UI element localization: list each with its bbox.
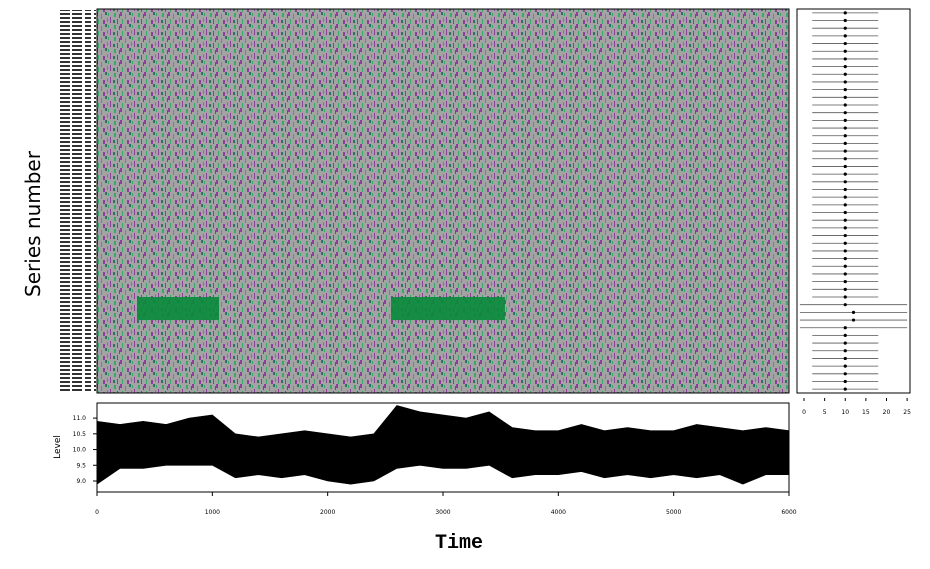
series-labels xyxy=(60,10,96,392)
x-tick-label: 10 xyxy=(841,409,849,416)
center-dot xyxy=(843,11,847,15)
center-dot xyxy=(843,379,847,384)
y-tick-label: 9.5 xyxy=(76,462,86,469)
side-frame xyxy=(796,8,911,394)
heatmap-texture xyxy=(97,9,789,393)
y-tick-label: 9.0 xyxy=(76,478,86,485)
center-dot xyxy=(843,134,847,138)
center-dot xyxy=(843,26,847,30)
x-tick-label: 4000 xyxy=(551,509,566,516)
x-tick-label: 25 xyxy=(903,409,911,416)
center-dot xyxy=(851,310,856,314)
center-dot xyxy=(843,157,847,161)
x-tick-label: 5000 xyxy=(666,509,681,516)
center-dot xyxy=(843,111,847,115)
center-dot xyxy=(843,295,847,299)
center-dot xyxy=(843,126,847,130)
center-dot xyxy=(843,210,847,215)
center-dot xyxy=(851,318,856,322)
x-tick-label: 1000 xyxy=(205,509,220,516)
center-dot xyxy=(843,80,847,84)
center-dot xyxy=(843,65,847,69)
center-dot xyxy=(843,218,847,222)
segment xyxy=(137,297,220,321)
x-tick-label: 0 xyxy=(95,509,99,516)
center-dot xyxy=(843,118,847,122)
center-dot xyxy=(843,372,847,376)
center-dot xyxy=(843,226,847,230)
x-tick-label: 15 xyxy=(862,409,870,416)
center-dot xyxy=(843,187,847,192)
center-dot xyxy=(843,103,847,107)
y-tick-label: 11.0 xyxy=(73,415,87,422)
center-dot xyxy=(843,141,847,145)
center-dot xyxy=(843,180,847,184)
center-dot xyxy=(843,257,847,261)
center-dot xyxy=(843,195,847,199)
center-dot xyxy=(843,164,847,169)
center-dot xyxy=(843,341,847,345)
center-dot xyxy=(843,356,847,361)
x-tick-label: 0 xyxy=(802,409,806,416)
x-tick-label: 2000 xyxy=(320,509,335,516)
center-dot xyxy=(843,272,847,276)
center-dot xyxy=(843,57,847,61)
center-dot xyxy=(843,233,847,238)
x-axis-title: Time xyxy=(435,532,483,555)
y-tick-label: 10.0 xyxy=(73,447,87,454)
center-dot xyxy=(843,364,847,368)
center-dot xyxy=(843,88,847,92)
x-tick-label: 5 xyxy=(823,409,827,416)
x-tick-label: 3000 xyxy=(435,509,450,516)
segment xyxy=(390,297,505,321)
center-dot xyxy=(843,241,847,245)
center-dot xyxy=(843,249,847,253)
center-dot xyxy=(843,149,847,153)
center-dot xyxy=(843,387,847,391)
heatmap-frame xyxy=(96,8,790,394)
center-dot xyxy=(843,287,847,291)
center-dot xyxy=(843,264,847,268)
y-tick-label: 10.5 xyxy=(73,431,87,438)
center-dot xyxy=(843,49,847,53)
x-tick-label: 6000 xyxy=(781,509,796,516)
center-dot xyxy=(843,95,847,99)
center-dot xyxy=(843,280,847,284)
center-dot xyxy=(843,203,847,207)
center-dot xyxy=(843,18,847,23)
level-axis-title: Level xyxy=(53,435,63,459)
center-dot xyxy=(843,41,847,46)
x-tick-label: 20 xyxy=(883,409,891,416)
center-dot xyxy=(843,303,847,307)
y-axis-title: Series number xyxy=(21,150,45,297)
center-dot xyxy=(843,326,847,330)
level-band xyxy=(96,405,790,485)
center-dot xyxy=(843,172,847,176)
center-dot xyxy=(843,333,847,337)
center-dot xyxy=(843,349,847,353)
center-dot xyxy=(843,34,847,38)
center-dot xyxy=(843,72,847,76)
